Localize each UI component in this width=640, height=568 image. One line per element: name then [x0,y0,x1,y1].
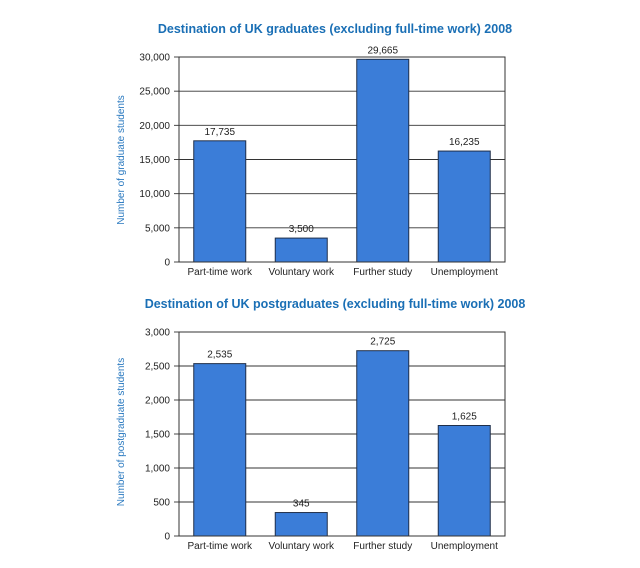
graduates-y-tick-label: 25,000 [139,87,170,98]
postgraduates-bar [437,425,491,537]
graduates-bar [193,140,247,263]
postgraduates-y-axis-label: Number of postgraduate students [116,358,127,506]
postgraduates-y-tick-label: 1,500 [145,430,170,441]
postgraduates-category-labels: Part-time work Voluntary work Further stud… [188,541,499,552]
postgraduates-bar [274,512,328,537]
postgraduates-category-label: Voluntary work [268,541,335,552]
postgraduates-y-ticks: 0 500 1,000 1,500 2,000 2,500 3,000 [145,328,179,543]
graduates-bar [356,58,410,263]
graduates-category-label: Part-time work [188,267,253,278]
postgraduates-y-tick-label: 0 [164,532,170,543]
graduates-y-tick-label: 20,000 [139,121,170,132]
postgraduates-data-label: 1,625 [452,412,477,423]
graduates-y-tick-label: 0 [164,258,170,269]
graduates-data-label: 29,665 [367,45,398,56]
postgraduates-chart-title: Destination of UK postgraduates (excludi… [145,297,526,311]
graduates-bar [437,150,491,263]
graduates-y-tick-label: 5,000 [145,223,170,234]
postgraduates-category-label: Unemployment [431,541,498,552]
postgraduates-bar [193,363,247,537]
graduates-category-label: Further study [353,267,412,278]
postgraduates-data-label: 2,725 [370,337,395,348]
graduates-category-labels: Part-time work Voluntary work Further stud… [188,267,499,278]
graduates-y-tick-label: 15,000 [139,155,170,166]
postgraduates-category-label: Further study [353,541,412,552]
graduates-y-tick-label: 30,000 [139,53,170,64]
graduates-data-label: 3,500 [289,224,314,235]
graduates-y-ticks: 0 5,000 10,000 15,000 20,000 25,000 30,000 [139,53,179,269]
graduates-data-labels: 17,735 3,500 29,665 16,235 [204,45,480,235]
postgraduates-y-tick-label: 2,000 [145,396,170,407]
graduates-category-label: Voluntary work [268,267,335,278]
postgraduates-y-tick-label: 2,500 [145,362,170,373]
postgraduates-y-tick-label: 500 [153,498,170,509]
graduates-data-label: 16,235 [449,137,480,148]
graduates-chart-title: Destination of UK graduates (excluding f… [158,22,512,36]
graduates-bars [193,58,491,263]
graduates-y-tick-label: 10,000 [139,189,170,200]
graduates-chart: Destination of UK graduates (excluding f… [116,22,512,278]
postgraduates-y-tick-label: 3,000 [145,328,170,339]
graduates-category-label: Unemployment [431,267,498,278]
graduates-data-label: 17,735 [204,127,235,138]
postgraduates-category-label: Part-time work [188,541,253,552]
postgraduates-bars [193,350,491,537]
graduates-y-axis-label: Number of graduate students [116,95,127,225]
postgraduates-data-labels: 2,535 345 2,725 1,625 [207,337,477,510]
postgraduates-bar [356,350,410,537]
graduates-bar [274,237,328,263]
postgraduates-y-tick-label: 1,000 [145,464,170,475]
postgraduates-chart: Destination of UK postgraduates (excludi… [116,297,525,552]
postgraduates-data-label: 2,535 [207,350,232,361]
postgraduates-data-label: 345 [293,499,310,510]
